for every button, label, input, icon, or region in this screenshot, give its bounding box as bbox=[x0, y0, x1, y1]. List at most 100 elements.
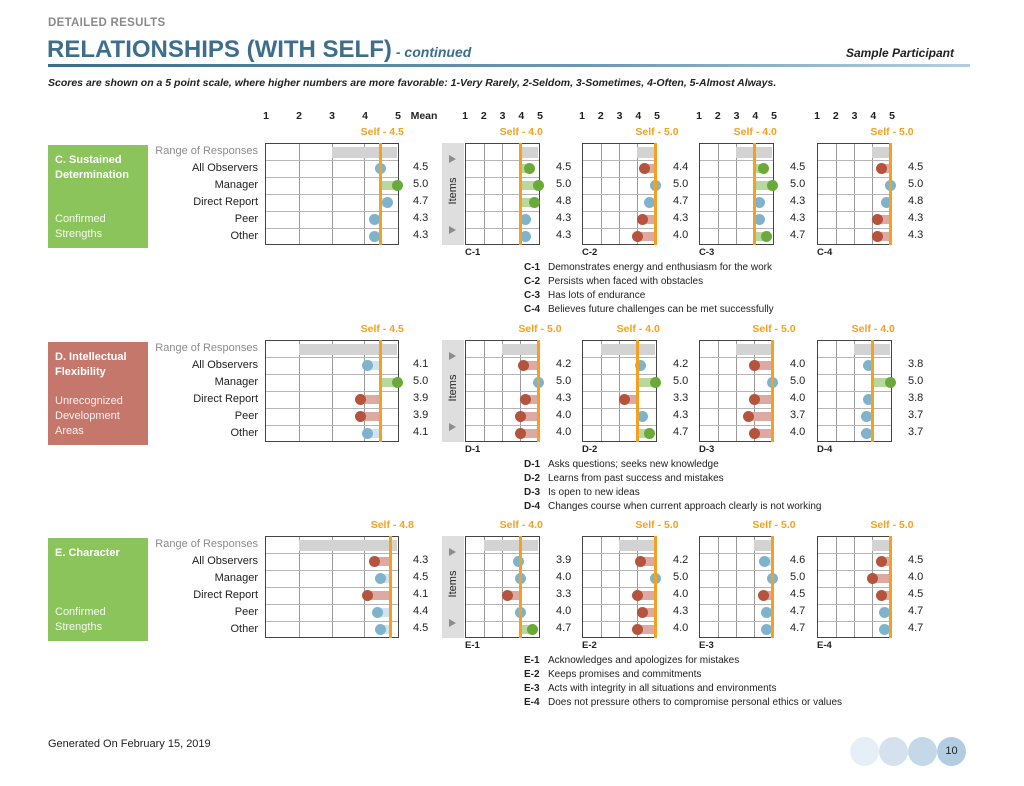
row-divider bbox=[818, 374, 891, 375]
score-dot-above-self bbox=[757, 162, 769, 174]
item-description: D-2 Learns from past success and mistakes bbox=[524, 473, 724, 484]
item-score-value: 4.2 bbox=[556, 358, 572, 370]
item-score-value: 4.7 bbox=[908, 605, 924, 617]
score-gap-bar-above-self bbox=[637, 377, 655, 387]
range-of-responses-bar bbox=[601, 344, 655, 355]
category-title: D. Intellectual Flexibility bbox=[55, 351, 127, 378]
score-dot-neutral bbox=[644, 196, 656, 208]
title-suffix: - continued bbox=[395, 44, 472, 60]
row-divider bbox=[700, 228, 773, 229]
row-label: All Observers bbox=[191, 162, 258, 174]
item-description: C-1 Demonstrates energy and enthusiasm fo… bbox=[524, 262, 772, 273]
item-text: Changes course when current approach cle… bbox=[548, 501, 822, 512]
row-divider bbox=[266, 211, 398, 212]
item-chart bbox=[699, 340, 778, 442]
row-divider bbox=[466, 211, 539, 212]
item-code: E-1 bbox=[524, 655, 540, 666]
score-gap-bar-below-self bbox=[642, 214, 655, 224]
items-label: Items bbox=[447, 570, 459, 598]
row-divider bbox=[700, 160, 773, 161]
row-label: Manager bbox=[214, 179, 258, 191]
item-score-value: 4.3 bbox=[790, 212, 806, 224]
scale-tick-label: 4 bbox=[362, 110, 368, 122]
items-panel-toggle[interactable]: Items bbox=[442, 340, 464, 442]
score-dot-below-self bbox=[748, 427, 760, 439]
item-score-value: 4.7 bbox=[790, 605, 806, 617]
score-dot-above-self bbox=[766, 179, 778, 191]
row-divider bbox=[583, 211, 656, 212]
page-title-text: RELATIONSHIPS (WITH SELF) bbox=[47, 36, 392, 63]
mean-value: 4.1 bbox=[413, 358, 429, 370]
score-gap-bar-below-self bbox=[637, 231, 655, 241]
row-divider bbox=[583, 194, 656, 195]
score-dot-above-self bbox=[532, 179, 544, 191]
score-gap-bar-above-self bbox=[520, 624, 533, 634]
score-dot-above-self bbox=[884, 376, 896, 388]
self-score-line bbox=[870, 340, 874, 442]
score-dot-below-self bbox=[748, 359, 760, 371]
item-score-value: 5.0 bbox=[908, 375, 924, 387]
row-divider bbox=[466, 604, 539, 605]
mean-value: 4.5 bbox=[413, 161, 429, 173]
scale-tick-label: 5 bbox=[654, 110, 660, 122]
item-code: C-2 bbox=[524, 276, 541, 287]
mean-value: 4.1 bbox=[413, 426, 429, 438]
score-gap-bar-below-self bbox=[754, 428, 772, 438]
score-gap-bar-below-self bbox=[360, 411, 381, 421]
row-divider bbox=[700, 570, 773, 571]
score-dot-neutral bbox=[519, 230, 531, 242]
page-circle-decoration bbox=[879, 737, 908, 766]
range-of-responses-bar bbox=[298, 540, 397, 551]
item-text: Demonstrates energy and enthusiasm for t… bbox=[548, 262, 772, 273]
item-score-value: 4.7 bbox=[908, 622, 924, 634]
row-divider bbox=[583, 621, 656, 622]
items-panel-toggle[interactable]: Items bbox=[442, 536, 464, 638]
self-score-label: Self - 5.0 bbox=[635, 126, 679, 138]
items-label: Items bbox=[447, 177, 459, 205]
row-divider bbox=[700, 177, 773, 178]
score-dot-below-self bbox=[362, 589, 374, 601]
item-score-value: 5.0 bbox=[673, 375, 689, 387]
row-divider bbox=[583, 425, 656, 426]
item-score-value: 3.7 bbox=[908, 426, 924, 438]
score-dot-neutral bbox=[635, 359, 647, 371]
row-label: Manager bbox=[214, 572, 258, 584]
items-panel-toggle[interactable]: Items bbox=[442, 143, 464, 245]
score-gap-bar-above-self bbox=[754, 231, 767, 241]
item-code-label: C-2 bbox=[582, 247, 598, 258]
row-divider bbox=[818, 160, 891, 161]
row-label: Direct Report bbox=[193, 589, 258, 601]
item-score-value: 4.4 bbox=[673, 161, 689, 173]
score-gap-bar-below-self bbox=[367, 590, 391, 600]
score-dot-neutral bbox=[371, 606, 383, 618]
self-score-label: Self - 4.5 bbox=[360, 323, 404, 335]
item-text: Is open to new ideas bbox=[548, 487, 640, 498]
item-score-value: 3.8 bbox=[908, 392, 924, 404]
category-box: C. Sustained Determination Confirmed Stre… bbox=[48, 145, 148, 248]
category-box: E. Character Confirmed Strengths bbox=[48, 538, 148, 641]
item-score-value: 4.0 bbox=[556, 426, 572, 438]
item-score-value: 4.3 bbox=[908, 212, 924, 224]
score-gap-bar-below-self bbox=[640, 556, 655, 566]
item-chart bbox=[699, 536, 778, 638]
score-gap-bar-neutral bbox=[367, 360, 381, 370]
item-code-label: E-1 bbox=[465, 640, 480, 651]
item-score-value: 4.0 bbox=[908, 571, 924, 583]
item-score-value: 3.9 bbox=[556, 554, 572, 566]
score-gap-bar-below-self bbox=[360, 394, 381, 404]
self-score-line bbox=[770, 340, 774, 442]
row-divider bbox=[583, 391, 656, 392]
category-status: Unrecognized Development Areas bbox=[55, 395, 123, 437]
page-circle-decoration bbox=[908, 737, 937, 766]
scale-tick-label: 3 bbox=[499, 110, 506, 122]
item-chart bbox=[465, 536, 540, 638]
mean-value: 4.1 bbox=[413, 588, 429, 600]
item-score-value: 4.3 bbox=[790, 195, 806, 207]
expand-arrow-icon bbox=[449, 155, 456, 163]
score-dot-above-self bbox=[644, 427, 656, 439]
score-gap-bar-below-self bbox=[642, 607, 655, 617]
score-gap-bar-below-self bbox=[877, 214, 890, 224]
row-divider bbox=[818, 357, 891, 358]
score-dot-above-self bbox=[527, 623, 539, 635]
row-divider bbox=[266, 570, 398, 571]
